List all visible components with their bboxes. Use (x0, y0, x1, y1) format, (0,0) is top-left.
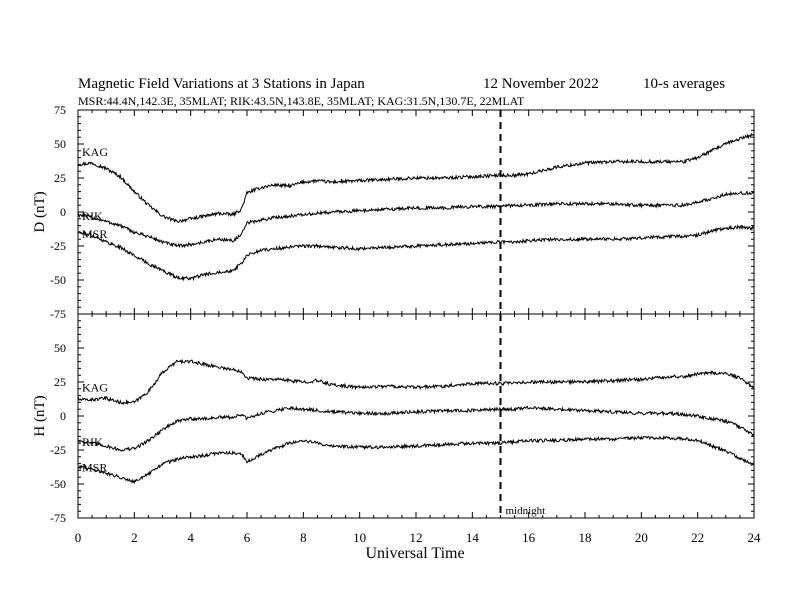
series-label-rik: RIK (82, 435, 103, 449)
series-label-msr: MSR (82, 461, 107, 475)
y-tick-label: 0 (60, 205, 66, 219)
time-axis: 0 2 4 6 8 10 12 14 16 18 20 22 24 (75, 110, 761, 545)
y-tick-label: 50 (54, 137, 66, 151)
x-tick-label: 12 (410, 530, 423, 545)
x-tick-label: 24 (748, 530, 762, 545)
x-tick-label: 4 (187, 530, 194, 545)
horizontal-panel: -75 -50 -25 0 25 50 H (nT) KAG RIK MSR (32, 313, 755, 525)
y-tick-label: 25 (54, 171, 66, 185)
x-tick-label: 6 (244, 530, 251, 545)
chart-averaging: 10-s averages (643, 76, 725, 92)
series-line-msr (77, 224, 755, 282)
y-tick-label: 75 (54, 103, 66, 117)
x-tick-label: 10 (353, 530, 366, 545)
series-line-kag (77, 358, 755, 406)
x-tick-label: 14 (466, 530, 480, 545)
y-tick-label: 0 (60, 409, 66, 423)
stations-info: MSR:44.4N,142.3E, 35MLAT; RIK:43.5N,143.… (78, 94, 525, 108)
d-axis-label: D (nT) (32, 191, 48, 232)
y-tick-label: -75 (50, 307, 66, 321)
chart-date: 12 November 2022 (483, 76, 599, 92)
series-line-kag (77, 132, 755, 223)
y-tick-label: -50 (50, 477, 66, 491)
series-line-rik (77, 405, 755, 452)
y-tick-label: -25 (50, 239, 66, 253)
x-tick-label: 8 (300, 530, 307, 545)
x-tick-label: 0 (75, 530, 82, 545)
series-label-kag: KAG (82, 145, 108, 159)
panel-frame (77, 109, 755, 315)
series-label-msr: MSR (82, 227, 107, 241)
midnight-marker: midnight (499, 110, 546, 518)
y-tick-label: -50 (50, 273, 66, 287)
y-tick-label: -75 (50, 511, 66, 525)
x-tick-label: 22 (691, 530, 704, 545)
midnight-label: midnight (506, 505, 546, 517)
x-tick-label: 16 (522, 530, 536, 545)
x-axis-label: Universal Time (365, 545, 464, 562)
chart-title: Magnetic Field Variations at 3 Stations … (78, 76, 365, 92)
x-tick-label: 20 (635, 530, 648, 545)
y-tick-label: -25 (50, 443, 66, 457)
h-axis-label: H (nT) (32, 395, 48, 436)
y-tick-label: 25 (54, 375, 66, 389)
series-line-rik (77, 190, 755, 249)
x-tick-label: 18 (579, 530, 592, 545)
y-tick-label: 50 (54, 341, 66, 355)
series-label-rik: RIK (82, 209, 103, 223)
panel-frame (77, 313, 755, 519)
declination-panel: -75 -50 -25 0 25 50 75 D (nT) KAG RIK MSR (32, 103, 755, 321)
series-label-kag: KAG (82, 380, 108, 394)
series-line-msr (77, 435, 755, 485)
x-tick-label: 2 (131, 530, 138, 545)
